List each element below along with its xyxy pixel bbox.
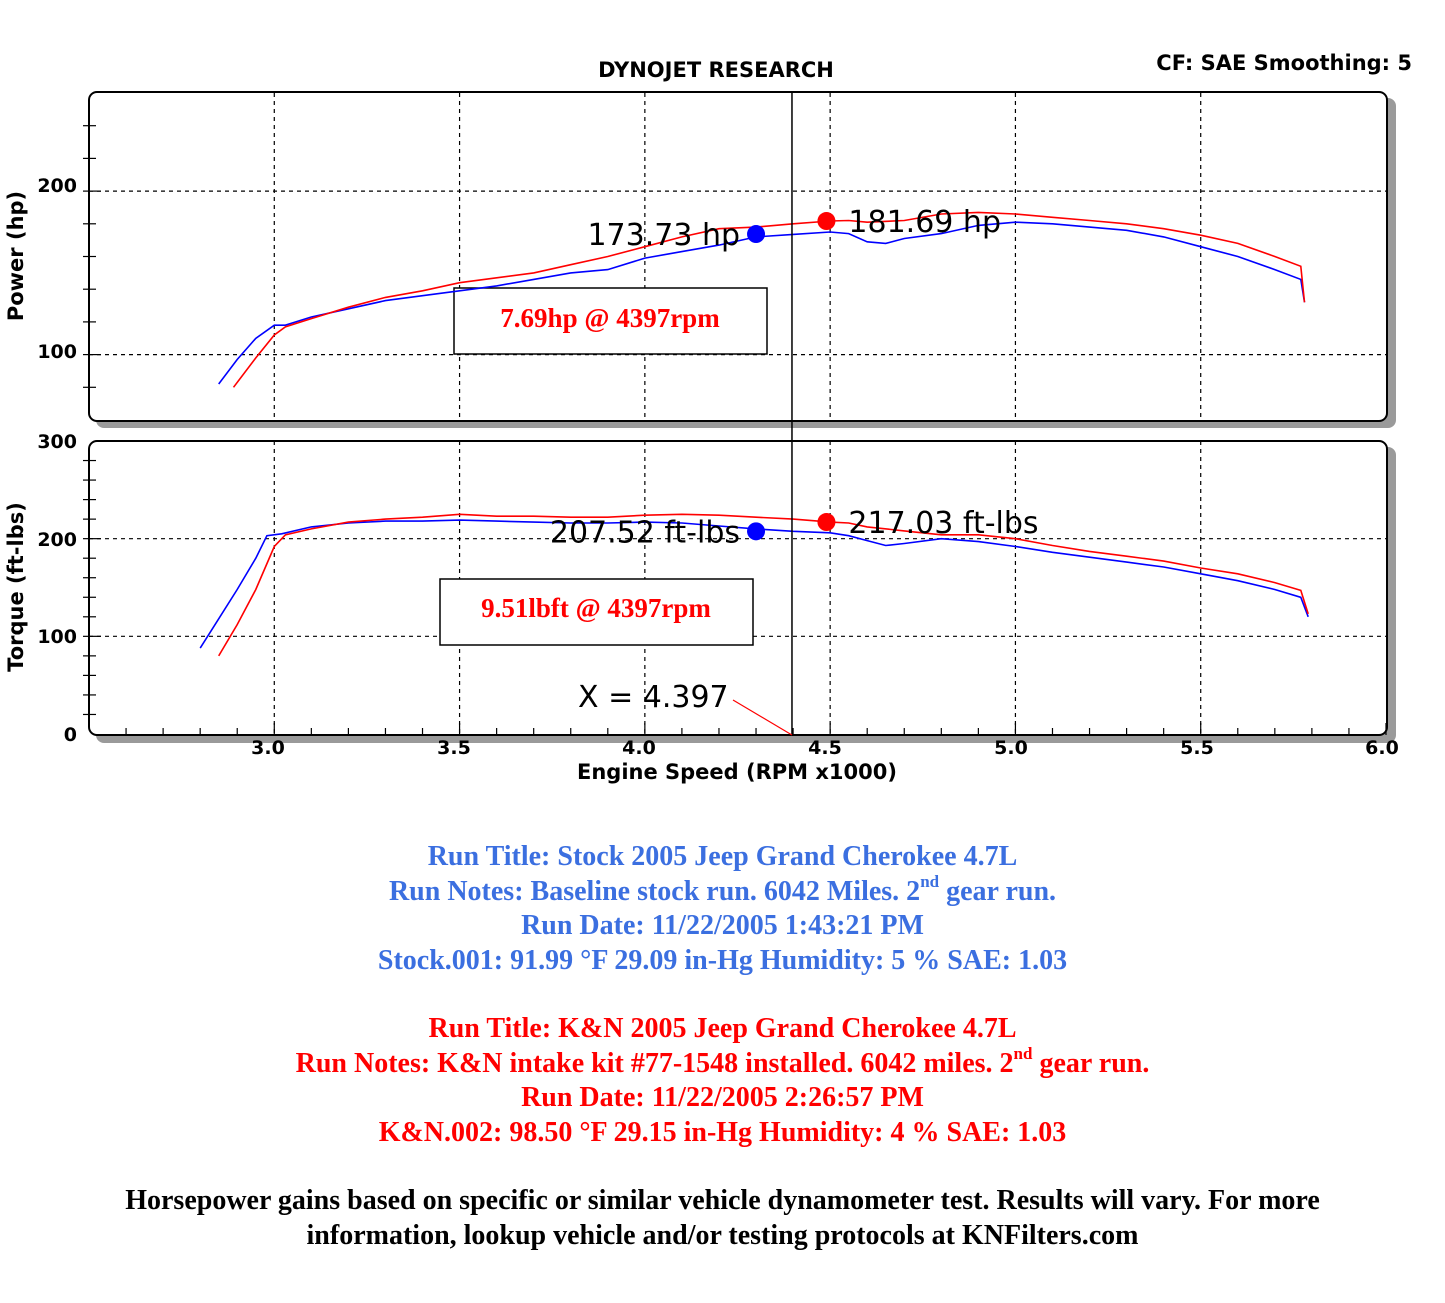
xtick-label: 5.5 <box>1180 737 1214 759</box>
torque-gain-box <box>439 578 754 646</box>
stock-power-marker-label: 173.73 hp <box>587 218 740 253</box>
torque-ytick-label: 300 <box>37 431 77 453</box>
chart-title: DYNOJET RESEARCH <box>598 58 834 82</box>
stock-notes-superscript: nd <box>920 872 940 892</box>
xtick-label: 4.5 <box>808 737 842 759</box>
kn-run-notes-line: Run Notes: K&N intake kit #77-1548 insta… <box>0 1044 1445 1082</box>
disclaimer: Horsepower gains based on specific or si… <box>0 1184 1445 1253</box>
stock-run-notes-line: Run Notes: Baseline stock run. 6042 Mile… <box>0 872 1445 910</box>
xtick-label: 5.0 <box>994 737 1028 759</box>
x-axis-ticks <box>125 723 1387 735</box>
disclaimer-line: Horsepower gains based on specific or si… <box>125 1185 1320 1216</box>
kn-notes-superscript: nd <box>1013 1044 1033 1064</box>
stock-run-notes: Run Title: Stock 2005 Jeep Grand Cheroke… <box>0 840 1445 978</box>
kn-run-notes: Run Title: K&N 2005 Jeep Grand Cherokee … <box>0 1012 1445 1150</box>
kn-torque-line <box>218 513 1309 657</box>
stock-power-marker <box>747 225 766 244</box>
kn-run-conditions: K&N.002: 98.50 °F 29.15 in-Hg Humidity: … <box>378 1116 1067 1148</box>
disclaimer-line: information, lookup vehicle and/or testi… <box>306 1219 1139 1251</box>
stock-notes-text-end: gear run. <box>939 875 1057 907</box>
kn-notes-text: Run Notes: K&N intake kit #77-1548 insta… <box>295 1047 1014 1079</box>
dyno-chart: DYNOJET RESEARCH CF: SAE Smoothing: 5 20… <box>4 51 1412 784</box>
xtick-label: 6.0 <box>1365 737 1399 759</box>
torque-ytick-label: 200 <box>37 529 77 551</box>
stock-torque-marker-label: 207.52 ft-lbs <box>550 515 740 550</box>
torque-markers-group: 207.52 ft-lbs 217.03 ft-lbs <box>550 506 1039 550</box>
kn-torque-marker-label: 217.03 ft-lbs <box>848 506 1038 541</box>
xtick-label: 4.0 <box>622 737 656 759</box>
kn-notes-text-end: gear run. <box>1032 1047 1150 1079</box>
kn-run-title: Run Title: K&N 2005 Jeep Grand Cherokee … <box>428 1013 1017 1044</box>
x-axis-title: Engine Speed (RPM x1000) <box>577 760 897 784</box>
stock-run-date: Run Date: 11/22/2005 1:43:21 PM <box>521 910 924 941</box>
stock-notes-text: Run Notes: Baseline stock run. 6042 Mile… <box>388 875 921 907</box>
stock-power-line <box>218 221 1306 385</box>
power-series-group <box>218 211 1306 388</box>
torque-ytick-label: 100 <box>37 626 77 648</box>
stock-run-conditions: Stock.001: 91.99 °F 29.09 in-Hg Humidity… <box>377 944 1068 976</box>
kn-power-marker <box>817 212 836 231</box>
power-gain-label: 7.69hp @ 4397rpm <box>500 303 720 333</box>
stock-run-title: Run Title: Stock 2005 Jeep Grand Cheroke… <box>427 841 1018 872</box>
kn-run-date: Run Date: 11/22/2005 2:26:57 PM <box>521 1082 924 1113</box>
kn-torque-marker <box>817 513 836 532</box>
power-panel <box>88 91 1388 422</box>
xtick-label: 3.0 <box>251 737 285 759</box>
power-gain-box <box>453 287 768 355</box>
cf-smoothing-label: CF: SAE Smoothing: 5 <box>1156 51 1412 75</box>
torque-ytick-label: 0 <box>64 724 77 746</box>
cursor-leader-line <box>732 699 793 736</box>
xtick-label: 3.5 <box>437 737 471 759</box>
cursor-x-label: X = 4.397 <box>578 680 729 715</box>
power-markers-group: 173.73 hp 181.69 hp <box>587 205 1001 253</box>
power-axis-title: Power (hp) <box>4 191 28 321</box>
power-ytick-label: 200 <box>37 175 77 197</box>
torque-gain-label: 9.51lbft @ 4397rpm <box>481 593 711 623</box>
kn-power-marker-label: 181.69 hp <box>848 205 1001 240</box>
torque-axis-title: Torque (ft-lbs) <box>4 502 28 672</box>
kn-power-line <box>232 211 1306 388</box>
stock-torque-marker <box>747 522 766 541</box>
power-ytick-label: 100 <box>37 341 77 363</box>
